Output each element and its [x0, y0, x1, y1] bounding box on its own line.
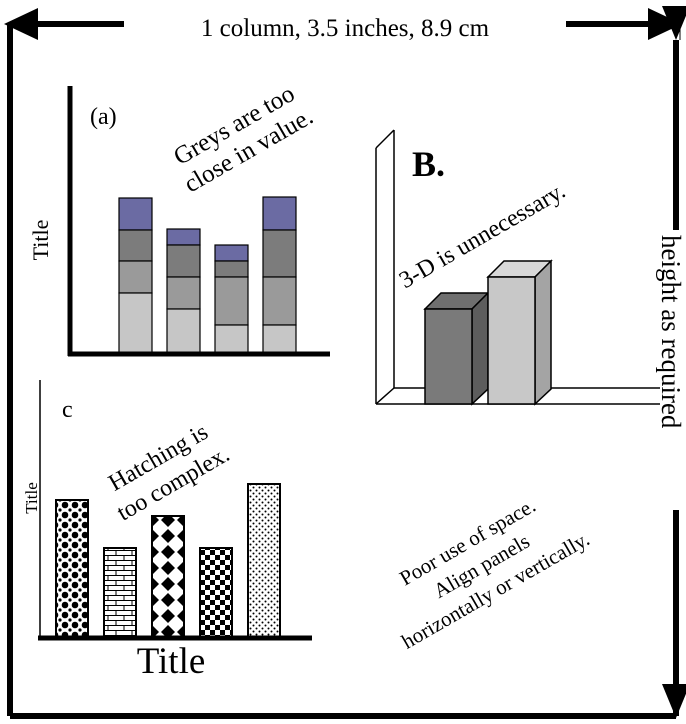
panel-a-bar2-seg-base — [166, 308, 201, 354]
panel-a-bar3-seg-top — [214, 244, 249, 262]
panel-a-y-title: Title — [28, 220, 53, 261]
panel-c-bars — [55, 483, 281, 638]
panel-a-bar2-seg-low — [166, 276, 201, 310]
panel-c-bar4 — [199, 547, 233, 638]
panel-a-bar1-seg-base — [118, 292, 153, 354]
page-frame — [7, 24, 679, 719]
panel-a-bar1-seg-mid — [118, 229, 153, 262]
panel-a-bar2-seg-top — [166, 228, 201, 246]
panel-c-bar1 — [55, 499, 89, 638]
panel-a-bar3-seg-mid — [214, 260, 249, 278]
panel-c-bar3 — [151, 515, 185, 638]
height-arrow — [662, 6, 686, 718]
panel-b-bar1 — [423, 291, 490, 406]
panel-a-bar4-seg-base — [262, 324, 297, 354]
panel-c-bar5 — [247, 483, 281, 638]
advice-note: Poor use of space. Align panels horizont… — [395, 493, 593, 654]
panel-a-bar4-seg-mid — [262, 229, 297, 278]
panel-a-bars — [118, 196, 297, 354]
panel-b-bar2 — [486, 259, 553, 406]
panel-c-x-title: Title — [137, 641, 206, 682]
panel-c: c Title Hatching is too complex. Title — [22, 380, 312, 682]
panel-a-bar4-seg-top — [262, 196, 297, 231]
panel-a-label: (a) — [90, 104, 117, 130]
panel-c-y-title: Title — [22, 482, 41, 514]
height-label: height as required — [656, 235, 686, 429]
panel-a-bar3-seg-low — [214, 276, 249, 326]
panel-b-label: B. — [412, 144, 445, 184]
panel-c-bar2 — [103, 547, 137, 638]
panel-c-label: c — [62, 397, 73, 423]
panel-a-bar1-seg-low — [118, 260, 153, 294]
width-label: 1 column, 3.5 inches, 8.9 cm — [201, 15, 490, 42]
panel-a-bar3-seg-base — [214, 324, 249, 354]
panel-b: B. 3-D is unnecessary. — [375, 129, 660, 406]
panel-a-bar4-seg-low — [262, 276, 297, 326]
panel-a-bar2-seg-mid — [166, 244, 201, 278]
panel-a-bar1-seg-top — [118, 197, 153, 231]
width-arrow — [4, 6, 682, 40]
panel-a: (a) Title Greys are too close in value. — [28, 80, 330, 357]
